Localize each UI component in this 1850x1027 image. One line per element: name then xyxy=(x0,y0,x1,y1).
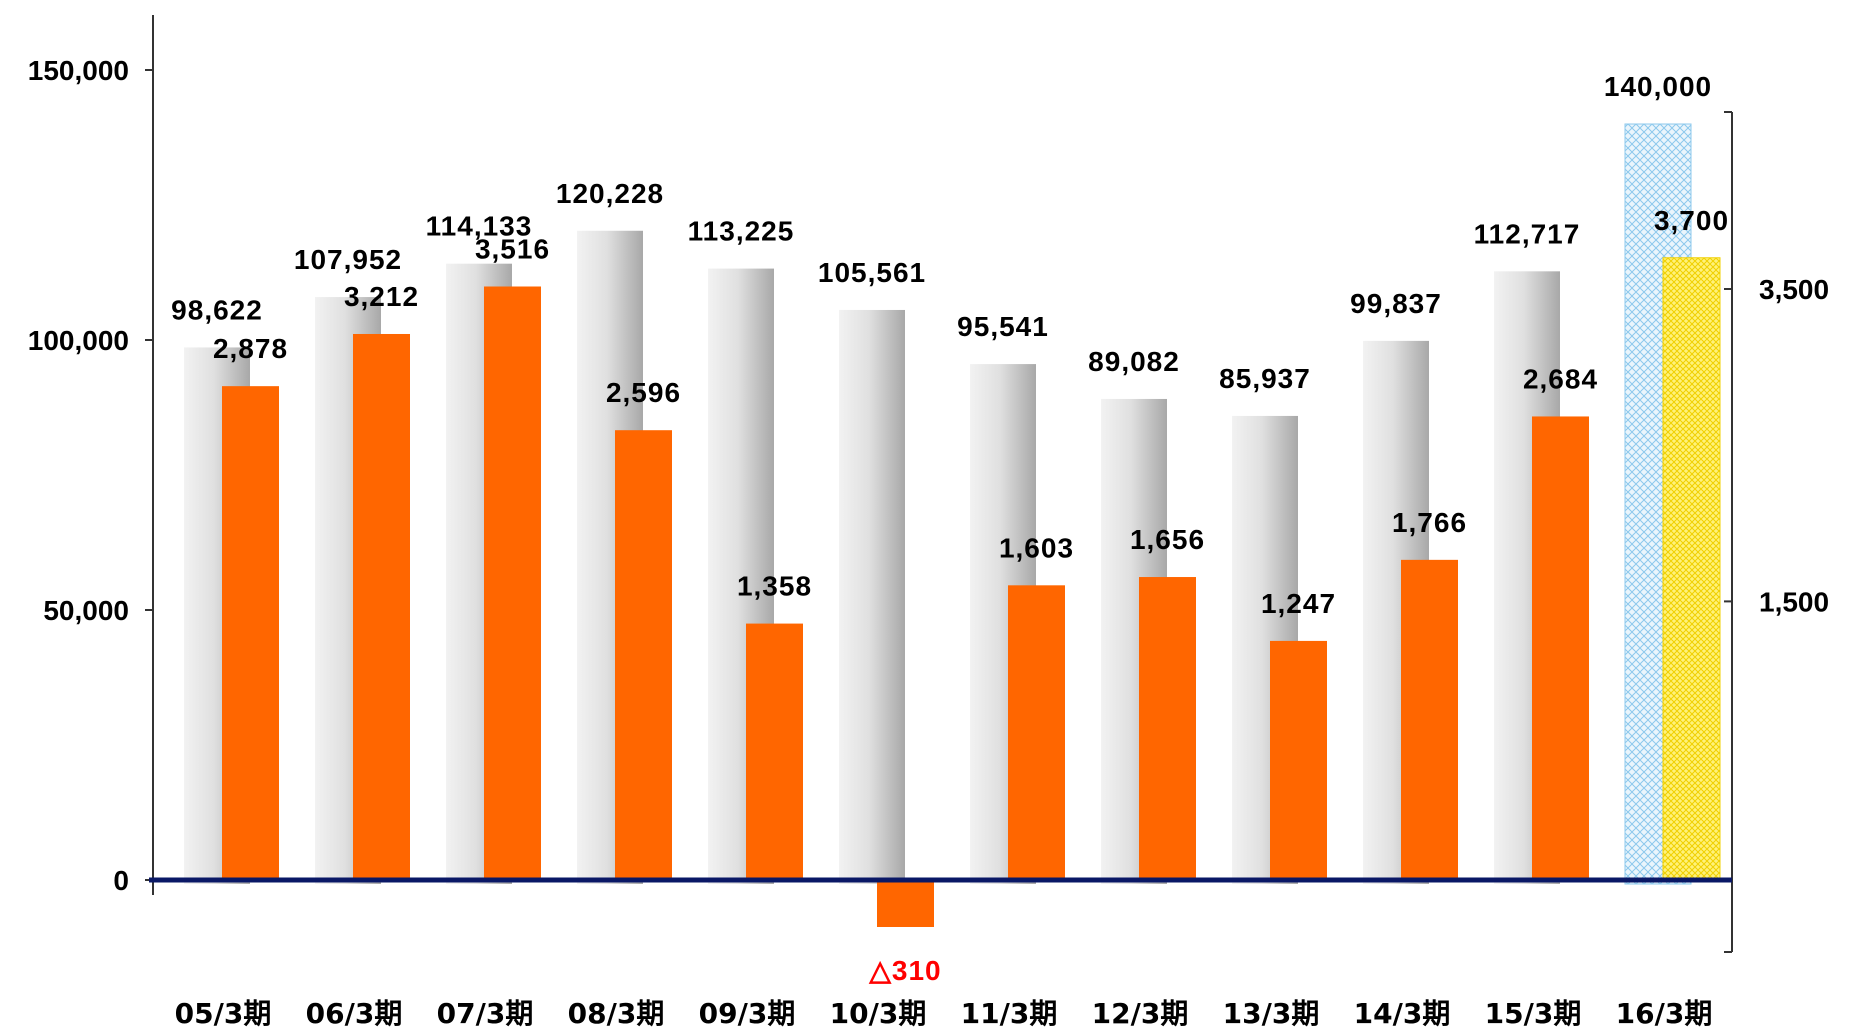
profit-bar xyxy=(615,430,672,880)
sales-value-label: 98,622 xyxy=(171,294,263,325)
right-axis-tick-label: 3,500 xyxy=(1759,274,1829,305)
sales-value-label: 85,937 xyxy=(1219,363,1311,394)
left-axis-tick-label: 0 xyxy=(113,865,129,896)
sales-value-label: 140,000 xyxy=(1604,71,1712,102)
sales-value-label: 120,228 xyxy=(556,178,664,209)
profit-value-label: 1,358 xyxy=(737,571,812,602)
profit-bar xyxy=(222,386,279,880)
category-label: 11/3期 xyxy=(961,997,1058,1027)
data-labels: 98,622 2,878 107,952 3,212 114,1333,516120,2… xyxy=(171,71,1729,986)
sales-value-label: 89,082 xyxy=(1088,346,1180,377)
category-label: 15/3期 xyxy=(1485,997,1582,1027)
category-label: 09/3期 xyxy=(699,997,796,1027)
category-label: 05/3期 xyxy=(175,997,272,1027)
sales-value-label: 95,541 xyxy=(957,311,1049,342)
profit-value-label: 3,516 xyxy=(475,234,550,265)
left-axis-tick-label: 150,000 xyxy=(28,55,129,86)
profit-value-label: 3,212 xyxy=(344,281,419,312)
left-axis-tick-label: 100,000 xyxy=(28,325,129,356)
category-label: 08/3期 xyxy=(568,997,665,1027)
profit-bar xyxy=(1270,640,1327,880)
profit-value-label: 1,766 xyxy=(1392,507,1467,538)
profit-value-label: 2,596 xyxy=(606,377,681,408)
profit-value-label: 1,603 xyxy=(999,532,1074,563)
profit-value-label: 2,684 xyxy=(1523,363,1598,394)
sales-bar xyxy=(839,309,905,885)
sales-value-label: 113,225 xyxy=(688,216,795,247)
category-label: 13/3期 xyxy=(1223,997,1320,1027)
category-label: 16/3期 xyxy=(1616,997,1713,1027)
profit-bar xyxy=(746,623,803,880)
category-labels: 05/3期 06/3期 07/3期 08/3期 09/3期 10/3期 11/3期 12/3期… xyxy=(175,997,1713,1027)
category-label: 07/3期 xyxy=(437,997,534,1027)
profit-bar xyxy=(353,333,410,880)
sales-value-label: 107,952 xyxy=(294,244,402,275)
left-y-axis: 0 50,000 100,000 150,000 xyxy=(28,15,154,896)
profit-bar xyxy=(1139,577,1196,880)
sales-value-label: 112,717 xyxy=(1474,218,1581,249)
profit-bar xyxy=(484,286,541,880)
sales-value-label: 99,837 xyxy=(1350,288,1442,319)
category-label: 10/3期 xyxy=(830,997,927,1027)
left-axis-tick-label: 50,000 xyxy=(43,595,129,626)
sales-value-label: 105,561 xyxy=(818,257,926,288)
right-y-axis: 1,500 3,500 xyxy=(1724,111,1829,953)
profit-value-label: 3,700 xyxy=(1654,205,1729,236)
right-axis-tick-label: 1,500 xyxy=(1759,586,1829,617)
category-label: 12/3期 xyxy=(1092,997,1189,1027)
profit-bar xyxy=(877,880,934,927)
bar-series xyxy=(184,123,1721,927)
profit-bar xyxy=(1008,585,1065,880)
category-label: 06/3期 xyxy=(306,997,403,1027)
profit-value-label: 2,878 xyxy=(213,333,288,364)
profit-bar xyxy=(1532,416,1589,880)
forecast-profit-bar xyxy=(1662,257,1721,881)
profit-bar xyxy=(1401,559,1458,880)
profit-value-label: 1,656 xyxy=(1130,524,1205,555)
profit-value-label: 1,247 xyxy=(1261,588,1336,619)
category-label: 14/3期 xyxy=(1354,997,1451,1027)
sales-value-label: 114,133 xyxy=(426,211,533,242)
profit-value-label: △310 xyxy=(868,955,941,986)
